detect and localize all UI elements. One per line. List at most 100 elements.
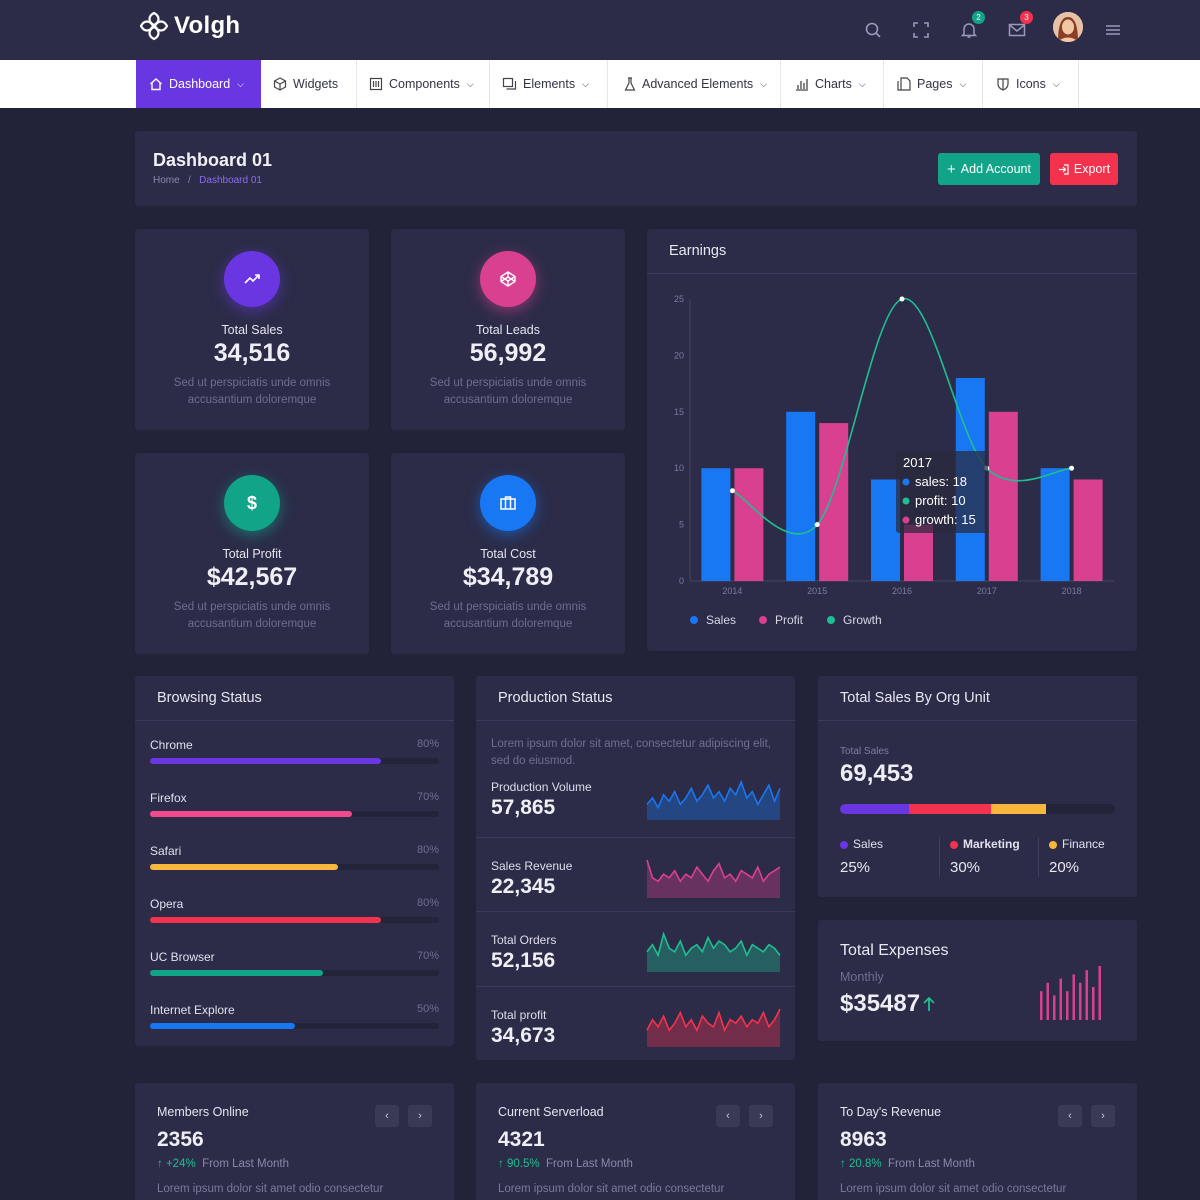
messages-button[interactable]: 3: [1003, 11, 1033, 44]
bar-profit-2014[interactable]: [734, 468, 764, 581]
progress-track: [150, 1023, 439, 1029]
nav-advanced-elements[interactable]: Advanced Elements ⌵: [608, 60, 781, 108]
prev-button[interactable]: ‹: [1058, 1105, 1082, 1127]
bottom-change: ↑ 90.5% From Last Month: [498, 1158, 633, 1170]
breadcrumb-home[interactable]: Home: [153, 175, 180, 186]
plus-icon: +: [947, 160, 956, 178]
nav-dashboard[interactable]: Dashboard ⌵: [136, 60, 261, 108]
production-row: Sales Revenue 22,345: [476, 837, 795, 911]
stat-card-total-leads: Total Leads 56,992 Sed ut perspiciatis u…: [391, 229, 625, 430]
bottom-title: Members Online: [157, 1105, 249, 1119]
nav-charts[interactable]: Charts ⌵: [781, 60, 884, 108]
page-title: Dashboard 01: [153, 150, 273, 170]
legend-label-profit[interactable]: Profit: [775, 613, 804, 627]
y-axis: 0 5 10 15 20 25: [674, 294, 684, 586]
chevron-down-icon: ⌵: [760, 78, 768, 89]
production-value: 34,673: [491, 1024, 556, 1047]
bar-profit-2016[interactable]: [904, 524, 933, 581]
nav-label: Components: [389, 77, 460, 91]
expenses-sub: Monthly: [840, 970, 884, 984]
bar-profit-2017[interactable]: [988, 411, 1018, 581]
window-icon: [502, 77, 517, 90]
legend-dot: [950, 841, 958, 849]
progress-fill: [150, 970, 324, 976]
bottom-desc: Lorem ipsum dolor sit amet odio consecte…: [157, 1183, 384, 1195]
members-online-card: Members Online ‹ › 2356 ↑ +24% From Last…: [135, 1083, 454, 1200]
card-divider: [135, 720, 454, 721]
stat-desc: Sed ut perspiciatis unde omnis accusanti…: [173, 601, 331, 630]
bar-profit-2015[interactable]: [819, 423, 849, 581]
prev-button[interactable]: ‹: [375, 1105, 399, 1127]
nav-pages[interactable]: Pages ⌵: [884, 60, 983, 108]
legend-label-growth[interactable]: Growth: [843, 613, 882, 627]
search-button[interactable]: [859, 16, 887, 44]
x-tick-label: 2015: [807, 586, 827, 596]
brand-logo[interactable]: Volgh: [138, 10, 240, 42]
fullscreen-button[interactable]: [907, 16, 935, 44]
expenses-bar-chart: [1040, 966, 1101, 1020]
stat-value: $42,567: [206, 563, 298, 591]
export-button[interactable]: Export: [1050, 153, 1118, 185]
stat-desc: Sed ut perspiciatis unde omnis accusanti…: [173, 377, 331, 406]
org-legend-pct: 25%: [840, 859, 871, 876]
browser-name: Safari: [150, 844, 182, 858]
growth-point-2015[interactable]: [814, 522, 820, 528]
bar-sales-2016[interactable]: [871, 479, 900, 581]
earnings-card: Earnings 0 5 10 15 20 25 2014 2015 2016 2017 2018…: [647, 229, 1137, 651]
notifications-button[interactable]: 2: [955, 11, 985, 44]
y-tick-label: 15: [674, 407, 684, 417]
production-label: Sales Revenue: [491, 859, 573, 873]
production-value: 52,156: [491, 949, 556, 972]
nav-components[interactable]: Components ⌵: [357, 60, 490, 108]
stat-value: 56,992: [469, 339, 547, 367]
sparkline-area: [647, 782, 780, 820]
bottom-from: From Last Month: [887, 1158, 975, 1170]
org-legend-name: Marketing: [963, 837, 1020, 851]
bar-sales-2015[interactable]: [786, 411, 816, 581]
stat-card-total-profit: $ Total Profit $42,567 Sed ut perspiciat…: [135, 453, 369, 654]
avatar[interactable]: [1053, 12, 1083, 42]
growth-point-2016[interactable]: [899, 296, 905, 302]
sparkline: [646, 931, 781, 972]
notifications-badge: 2: [972, 11, 985, 24]
expense-bar: [1092, 987, 1095, 1020]
next-button[interactable]: ›: [749, 1105, 773, 1127]
add-account-button[interactable]: + Add Account: [938, 153, 1040, 185]
codepen-icon: [500, 271, 516, 287]
next-button[interactable]: ›: [408, 1105, 432, 1127]
browser-name: Opera: [150, 897, 184, 911]
stat-label: Total Leads: [476, 323, 540, 337]
prev-button[interactable]: ‹: [716, 1105, 740, 1127]
bar-profit-2018[interactable]: [1073, 479, 1103, 581]
bar-sales-2018[interactable]: [1040, 468, 1070, 581]
next-button[interactable]: ›: [1091, 1105, 1115, 1127]
breadcrumb-separator: /: [182, 175, 197, 186]
card-divider: [476, 720, 795, 721]
flask-icon: [624, 77, 636, 91]
y-tick-label: 25: [674, 294, 684, 304]
search-icon: [865, 22, 881, 38]
login-icon: [1058, 163, 1069, 175]
growth-point-2018[interactable]: [1069, 465, 1075, 471]
org-segment-sales: [840, 804, 909, 814]
nav-label: Advanced Elements: [642, 77, 754, 91]
stat-value: 34,516: [213, 339, 291, 367]
logo-icon: [139, 11, 169, 41]
org-stacked-bar: [840, 804, 1115, 814]
browser-row: Firefox 70%: [150, 791, 439, 821]
nav-icons[interactable]: Icons ⌵: [983, 60, 1079, 108]
nav-label: Elements: [523, 77, 576, 91]
legend-dot-sales: [690, 616, 698, 624]
growth-point-2014[interactable]: [729, 488, 735, 494]
sparkline-line: [646, 1008, 781, 1033]
org-total-value: 69,453: [840, 760, 914, 787]
legend-label-sales[interactable]: Sales: [706, 613, 736, 627]
bar-sales-2014[interactable]: [701, 468, 731, 581]
nav-widgets[interactable]: Widgets: [261, 60, 357, 108]
expense-bar: [1098, 966, 1101, 1020]
nav-label: Dashboard: [169, 77, 231, 91]
menu-button[interactable]: [1099, 16, 1127, 44]
nav-elements[interactable]: Elements ⌵: [490, 60, 608, 108]
stat-icon-circle: [480, 251, 536, 307]
legend-dot: [1049, 841, 1057, 849]
